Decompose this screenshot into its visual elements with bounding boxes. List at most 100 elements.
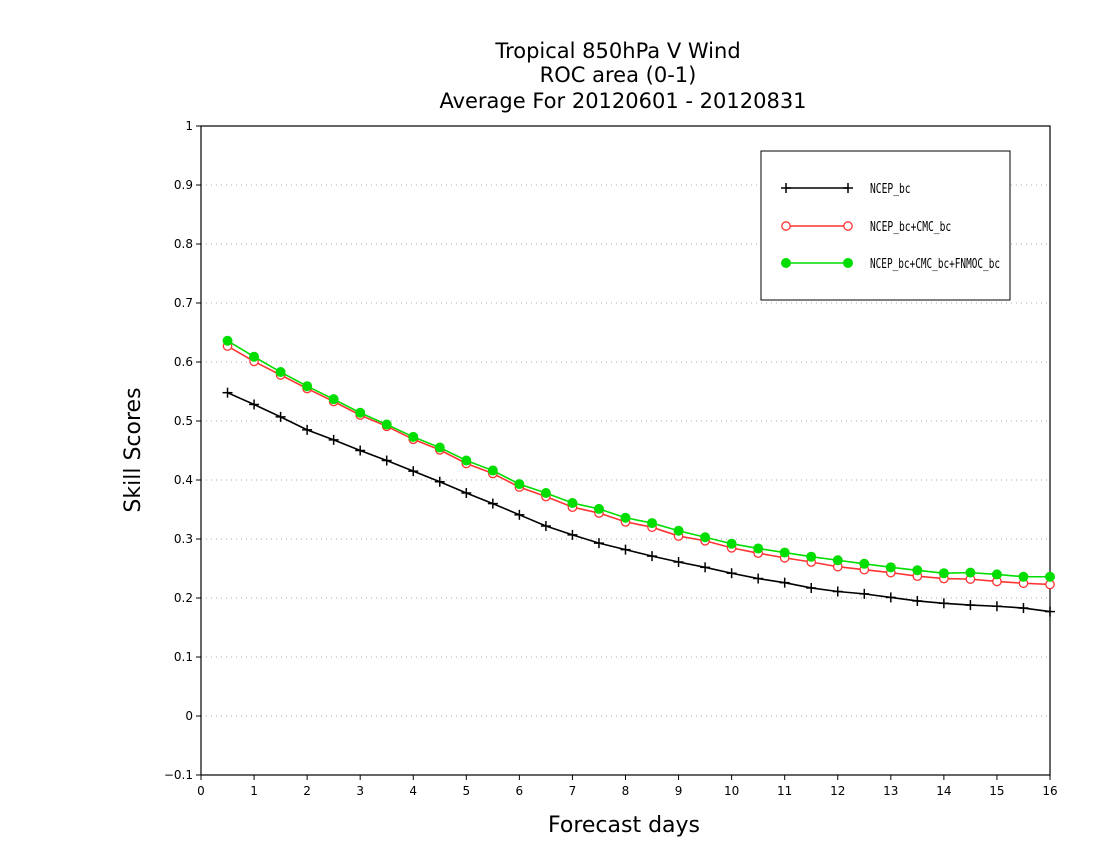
- plus-marker: [540, 521, 551, 532]
- x-tick-label: 0: [197, 784, 205, 798]
- plus-marker: [222, 387, 233, 398]
- filled-circle-marker: [408, 431, 419, 442]
- plus-marker: [275, 411, 286, 422]
- filled-circle-marker: [487, 465, 498, 476]
- x-tick-label: 16: [1042, 784, 1057, 798]
- x-tick-label: 10: [724, 784, 739, 798]
- filled-circle-marker: [275, 367, 286, 378]
- plus-marker: [620, 544, 631, 555]
- y-tick-label: 1: [185, 119, 193, 133]
- filled-circle-marker: [647, 518, 658, 529]
- open-circle-marker: [781, 221, 791, 231]
- plus-marker: [832, 586, 843, 597]
- y-tick-label: 0.4: [174, 473, 193, 487]
- y-axis-label: Skill Scores: [121, 387, 146, 512]
- y-tick-label: 0.2: [174, 591, 193, 605]
- x-tick-label: 4: [409, 784, 417, 798]
- y-tick-label: −0.1: [164, 768, 193, 782]
- filled-circle-marker: [885, 562, 896, 573]
- filled-circle-marker: [832, 555, 843, 566]
- series-line: [227, 340, 1050, 578]
- plus-marker: [965, 600, 976, 611]
- x-tick-label: 13: [883, 784, 898, 798]
- filled-circle-marker: [514, 479, 525, 490]
- chart-title-line-1: Tropical 850hPa V Wind: [494, 39, 740, 63]
- filled-circle-marker: [806, 551, 817, 562]
- x-tick-label: 5: [462, 784, 470, 798]
- y-tick-label: 0.1: [174, 650, 193, 664]
- y-tick-label: 0.9: [174, 178, 193, 192]
- filled-circle-marker: [843, 258, 853, 268]
- y-tick-label: 0.6: [174, 355, 193, 369]
- plus-marker: [647, 551, 658, 562]
- plus-marker: [381, 455, 392, 466]
- filled-circle-marker: [302, 381, 313, 392]
- filled-circle-marker: [859, 558, 870, 569]
- filled-circle-marker: [222, 335, 233, 346]
- filled-circle-marker: [1045, 571, 1055, 582]
- x-tick-label: 3: [356, 784, 364, 798]
- plus-marker: [593, 538, 604, 549]
- filled-circle-marker: [461, 455, 472, 466]
- series-layer: [222, 335, 1055, 617]
- legend-label: NCEP_bc+CMC_bc+FNMOC_bc: [870, 257, 1000, 272]
- filled-circle-marker: [912, 565, 923, 576]
- plus-marker: [781, 183, 791, 193]
- y-axis-ticks: −0.1 0 0.1 0.2 0.3 0.4 0.5 0.6 0.7 0.8 0.9 1: [164, 119, 201, 782]
- plus-marker: [700, 562, 711, 573]
- chart-title-line-2: ROC area (0-1): [540, 63, 697, 87]
- x-tick-label: 7: [569, 784, 577, 798]
- x-tick-label: 11: [777, 784, 792, 798]
- x-axis-label: Forecast days: [548, 813, 700, 838]
- plus-marker: [806, 582, 817, 593]
- plus-marker: [1045, 606, 1055, 617]
- x-tick-label: 6: [516, 784, 524, 798]
- filled-circle-marker: [249, 351, 260, 362]
- plus-marker: [302, 424, 313, 435]
- filled-circle-marker: [328, 394, 339, 405]
- plus-marker: [355, 445, 366, 456]
- plus-marker: [885, 592, 896, 603]
- series-1: [222, 341, 1055, 590]
- filled-circle-marker: [779, 547, 790, 558]
- y-tick-label: 0.3: [174, 532, 193, 546]
- plus-marker: [779, 577, 790, 588]
- plus-marker: [487, 498, 498, 509]
- filled-circle-marker: [991, 569, 1002, 580]
- plus-marker: [461, 487, 472, 498]
- filled-circle-marker: [620, 512, 631, 523]
- plus-marker: [1018, 603, 1029, 614]
- plus-marker: [938, 598, 949, 609]
- plus-marker: [726, 568, 737, 579]
- plus-marker: [434, 476, 445, 487]
- plus-marker: [859, 588, 870, 599]
- plus-marker: [249, 399, 260, 410]
- y-tick-label: 0.7: [174, 296, 193, 310]
- plus-marker: [514, 509, 525, 520]
- plus-marker: [753, 573, 764, 584]
- chart-title-line-3: Average For 20120601 - 20120831: [439, 89, 806, 113]
- filled-circle-marker: [381, 419, 392, 430]
- x-tick-label: 8: [622, 784, 630, 798]
- x-tick-label: 14: [936, 784, 951, 798]
- filled-circle-marker: [593, 503, 604, 514]
- plus-marker: [567, 529, 578, 540]
- x-axis-ticks: 0 1 2 3 4 5 6 7 8 9 10 11 12 13 14 15 16: [197, 775, 1058, 798]
- legend: NCEP_bc NCEP_bc+CMC_bc NCEP_bc+CMC_bc+FNMO…: [760, 150, 1011, 301]
- legend-label: NCEP_bc+CMC_bc: [870, 220, 951, 235]
- filled-circle-marker: [434, 442, 445, 453]
- plus-marker: [673, 557, 684, 568]
- filled-circle-marker: [540, 487, 551, 498]
- series-0: [222, 387, 1055, 617]
- filled-circle-marker: [726, 538, 737, 549]
- series-2: [222, 335, 1055, 582]
- x-tick-label: 15: [989, 784, 1004, 798]
- legend-entry: NCEP_bc+CMC_bc: [781, 220, 951, 235]
- filled-circle-marker: [567, 498, 578, 509]
- filled-circle-marker: [673, 525, 684, 536]
- x-tick-label: 12: [830, 784, 845, 798]
- filled-circle-marker: [700, 532, 711, 543]
- filled-circle-marker: [781, 258, 791, 268]
- y-tick-label: 0.5: [174, 414, 193, 428]
